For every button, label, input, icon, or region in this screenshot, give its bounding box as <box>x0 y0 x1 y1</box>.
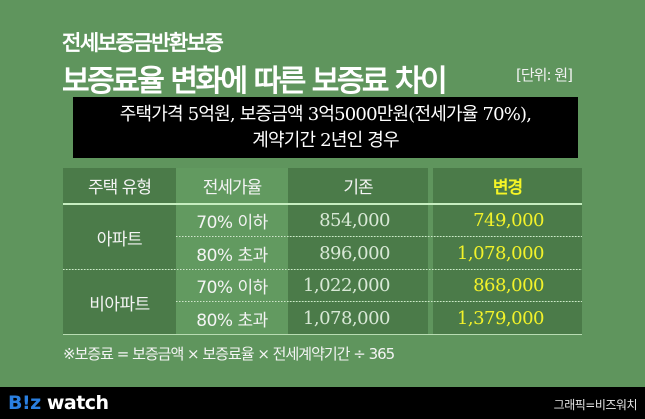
condition-line-2: 계약기간 2년인 경우 <box>252 130 399 151</box>
condition-line-1: 주택가격 5억원, 보증금액 3억5000만원(전세가율 70%), <box>119 104 532 125</box>
after-fee-cell: 749,000 <box>433 205 582 236</box>
group-divider <box>63 269 582 270</box>
before-fee-cell: 1,078,000 <box>288 302 428 334</box>
header-after: 변경 <box>433 168 582 203</box>
rate-cell: 80% 초과 <box>176 302 288 334</box>
infographic-title: 보증료율 변화에 따른 보증료 차이 <box>62 64 448 99</box>
header-divider <box>63 203 582 205</box>
footer-bar: B!z watch 그래픽=비즈워치 <box>0 387 645 419</box>
rate-cell: 70% 이하 <box>176 270 288 301</box>
header-jeonse-ratio: 전세가율 <box>176 168 288 203</box>
before-fee-cell: 854,000 <box>288 205 428 236</box>
rate-cell: 80% 초과 <box>176 237 288 269</box>
before-fee-cell: 896,000 <box>288 237 428 269</box>
housing-type-apartment: 아파트 <box>63 205 176 269</box>
table-bottom-line <box>63 334 582 335</box>
infographic-subtitle: 전세보증금반환보증 <box>62 31 224 55</box>
row-divider <box>176 301 582 302</box>
before-fee-cell: 1,022,000 <box>288 270 428 301</box>
unit-label: [단위: 원] <box>516 66 573 84</box>
condition-box: 주택가격 5억원, 보증금액 3억5000만원(전세가율 70%), 계약기간 … <box>73 97 578 158</box>
graphic-credit: 그래픽=비즈워치 <box>553 398 638 412</box>
after-fee-cell: 1,379,000 <box>433 302 582 334</box>
after-fee-cell: 1,078,000 <box>433 237 582 269</box>
formula-note: ※보증료 = 보증금액 × 보증료율 × 전세계약기간 ÷ 365 <box>63 345 395 363</box>
rate-cell: 70% 이하 <box>176 205 288 236</box>
header-before: 기존 <box>288 168 428 203</box>
logo-biz: B!z <box>8 392 41 414</box>
header-housing-type: 주택 유형 <box>63 168 176 203</box>
logo-watch: watch <box>40 392 109 414</box>
after-fee-cell: 868,000 <box>433 270 582 301</box>
bizwatch-logo: B!z watch <box>8 392 109 414</box>
row-divider <box>176 236 582 237</box>
housing-type-non-apartment: 비아파트 <box>63 270 176 334</box>
